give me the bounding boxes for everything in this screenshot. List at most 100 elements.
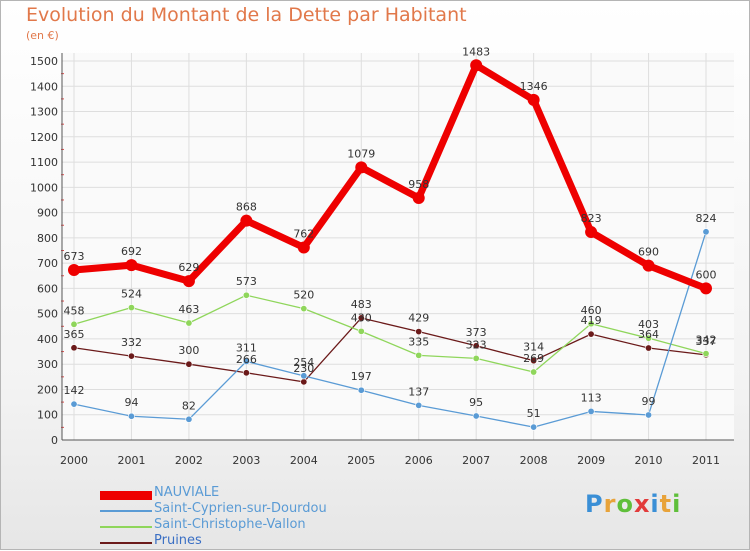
chart-subtitle: (en €): [26, 29, 59, 42]
data-point: [300, 378, 308, 386]
y-tick-label: 700: [37, 257, 58, 270]
data-point: [185, 360, 193, 368]
data-point: [185, 319, 193, 327]
data-point: [242, 291, 250, 299]
data-label: 314: [523, 341, 544, 354]
data-label: 690: [638, 246, 659, 259]
data-label: 1079: [347, 147, 375, 160]
legend-label: Pruines: [154, 533, 202, 548]
data-label: 1346: [520, 80, 548, 93]
data-label: 300: [178, 344, 199, 357]
data-point: [242, 369, 250, 377]
data-point: [527, 93, 540, 106]
data-point: [357, 327, 365, 335]
x-tick-label: 2008: [520, 454, 548, 467]
y-tick-label: 900: [37, 207, 58, 220]
data-point: [127, 412, 135, 420]
data-point: [587, 407, 595, 415]
logo-letter: x: [633, 490, 651, 518]
data-label: 142: [64, 384, 85, 397]
y-tick-label: 1200: [30, 131, 58, 144]
data-label: 364: [638, 328, 659, 341]
data-label: 342: [696, 334, 717, 347]
data-label: 269: [523, 352, 544, 365]
data-point: [415, 401, 423, 409]
data-label: 230: [293, 362, 314, 375]
data-label: 337: [696, 335, 717, 348]
y-tick-label: 1400: [30, 80, 58, 93]
data-label: 823: [581, 212, 602, 225]
data-label: 573: [236, 275, 257, 288]
y-tick-label: 0: [51, 434, 58, 447]
x-tick-label: 2007: [462, 454, 490, 467]
logo-letter: o: [616, 490, 634, 518]
data-label: 1483: [462, 45, 490, 58]
logo-letter: P: [585, 490, 604, 518]
series-line-1: [73, 231, 707, 428]
data-label: 483: [351, 298, 372, 311]
x-tick-label: 2000: [60, 454, 88, 467]
data-point: [415, 328, 423, 336]
data-point: [300, 305, 308, 313]
data-label: 600: [696, 268, 717, 281]
data-label: 311: [236, 341, 257, 354]
data-label: 762: [293, 227, 314, 240]
legend-swatch: [100, 542, 152, 544]
data-point: [357, 314, 365, 322]
data-point: [530, 357, 538, 365]
y-tick-label: 500: [37, 308, 58, 321]
legend-label: Saint-Cyprien-sur-Dourdou: [154, 501, 327, 516]
data-label: 524: [121, 288, 142, 301]
legend-label: NAUVIALE: [154, 485, 220, 500]
data-label: 373: [466, 326, 487, 339]
data-point: [185, 415, 193, 423]
data-label: 460: [581, 304, 602, 317]
y-tick-label: 100: [37, 409, 58, 422]
data-label: 429: [408, 312, 429, 325]
data-point: [125, 259, 138, 272]
data-label: 403: [638, 318, 659, 331]
data-point: [240, 214, 253, 227]
data-point: [530, 423, 538, 431]
data-label: 673: [64, 250, 85, 263]
data-label: 629: [178, 261, 199, 274]
x-tick-label: 2010: [635, 454, 663, 467]
data-label: 51: [527, 407, 541, 420]
data-point: [182, 275, 195, 288]
data-point: [415, 351, 423, 359]
data-point: [702, 228, 710, 236]
data-point: [127, 352, 135, 360]
data-point: [587, 330, 595, 338]
data-label: 365: [64, 328, 85, 341]
chart-title: Evolution du Montant de la Dette par Hab…: [26, 4, 467, 26]
data-point: [300, 372, 308, 380]
data-point: [357, 386, 365, 394]
proxiti-logo: Proxiti: [585, 490, 681, 518]
logo-letter: r: [603, 490, 617, 518]
data-label: 254: [293, 356, 314, 369]
x-tick-label: 2006: [405, 454, 433, 467]
data-label: 197: [351, 370, 372, 383]
x-tick-label: 2011: [692, 454, 720, 467]
series-line-3: [73, 317, 707, 383]
data-label: 113: [581, 391, 602, 404]
y-tick-label: 800: [37, 232, 58, 245]
data-point: [700, 282, 712, 295]
data-point: [472, 412, 480, 420]
y-tick-label: 1100: [30, 156, 58, 169]
x-tick-label: 2005: [347, 454, 375, 467]
x-tick-label: 2002: [175, 454, 203, 467]
x-tick-label: 2001: [117, 454, 145, 467]
data-point: [645, 344, 653, 352]
data-label: 692: [121, 245, 142, 258]
x-tick-label: 2004: [290, 454, 318, 467]
data-label: 332: [121, 336, 142, 349]
legend-swatch: [100, 510, 152, 512]
data-label: 868: [236, 201, 257, 214]
legend-swatch: [100, 526, 152, 528]
data-label: 94: [124, 396, 138, 409]
data-label: 463: [178, 303, 199, 316]
logo-letter: t: [659, 490, 673, 518]
data-point: [412, 191, 425, 204]
